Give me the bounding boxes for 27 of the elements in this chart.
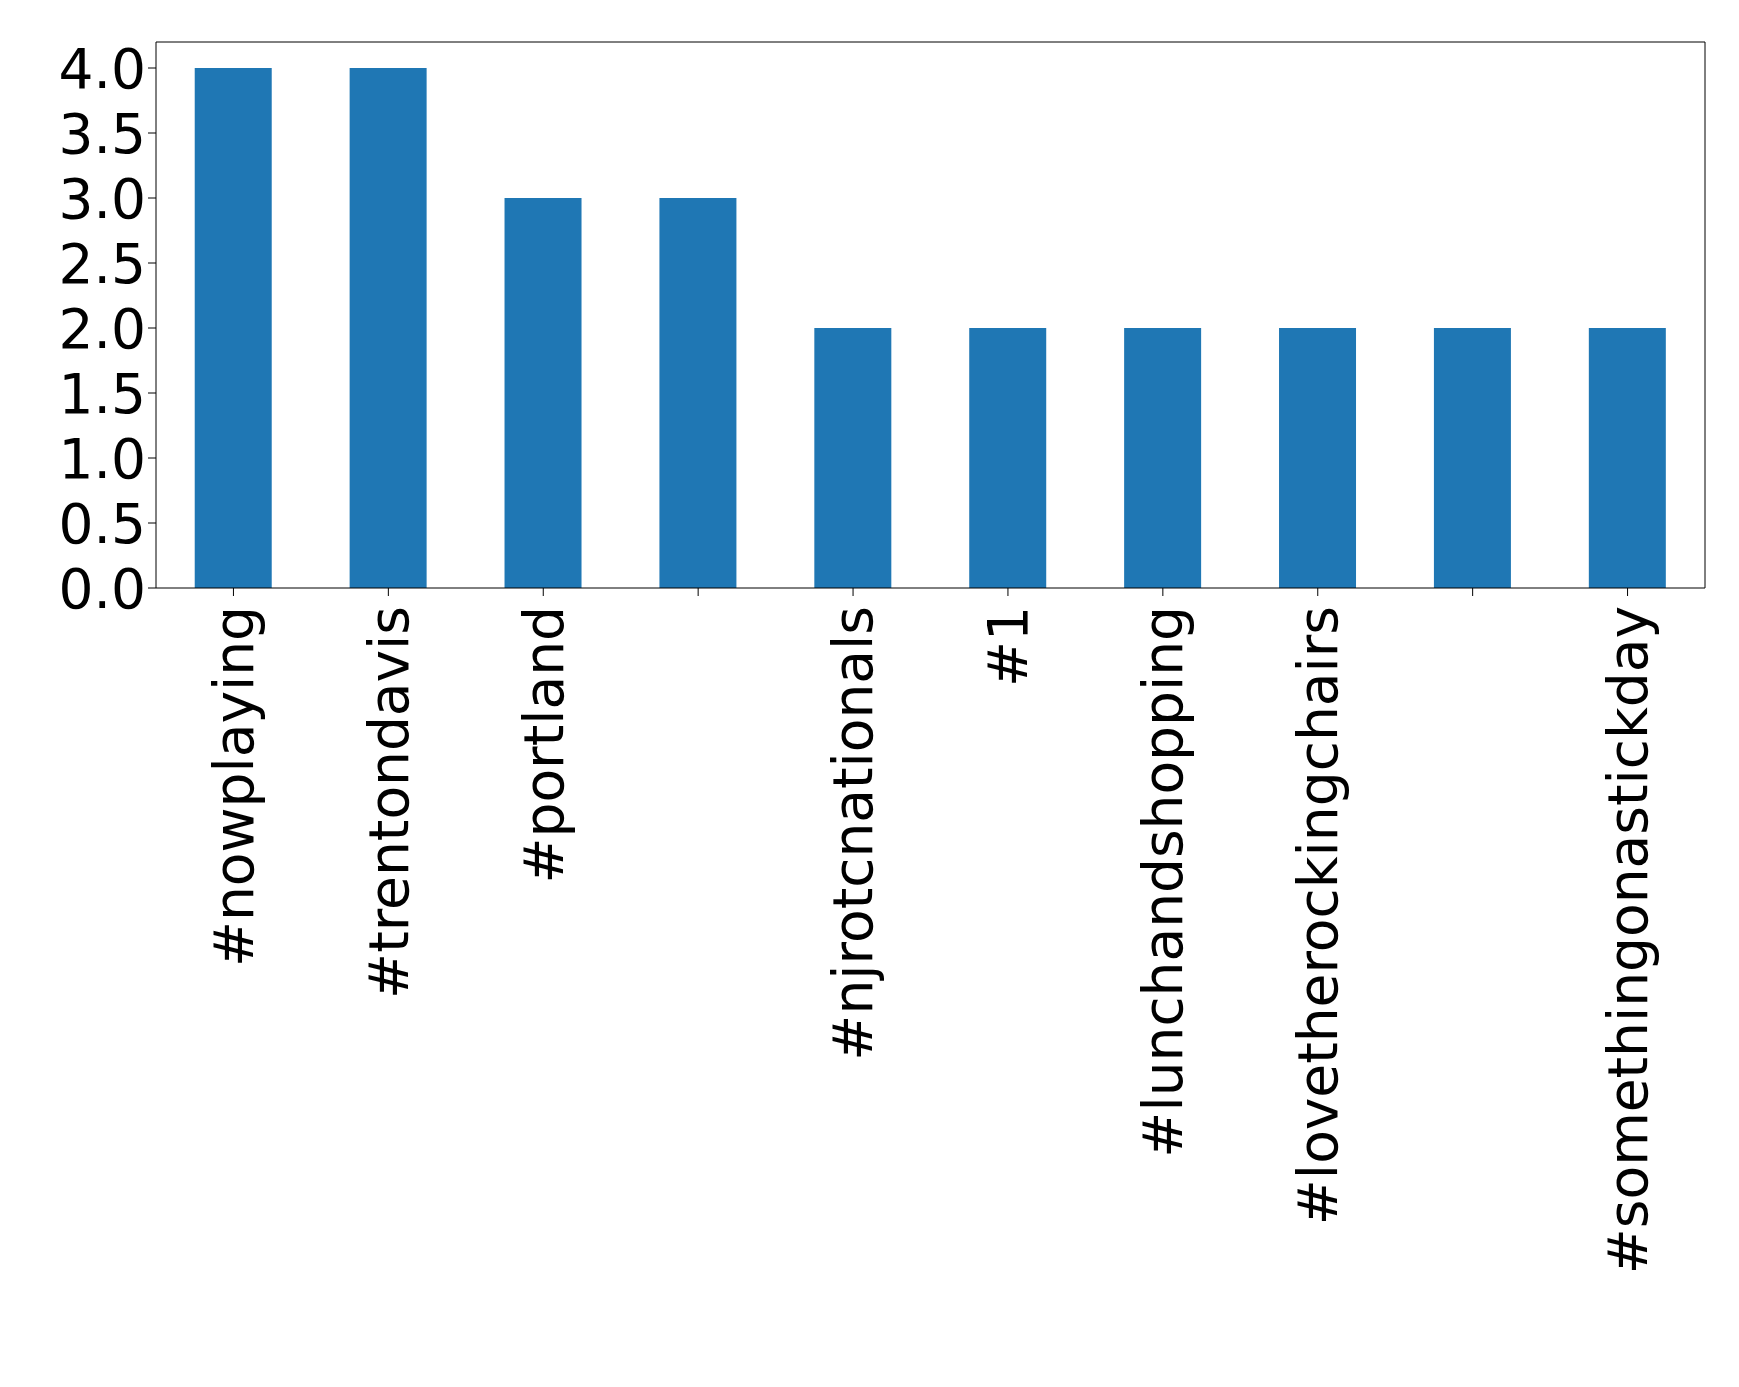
y-tick-label: 1.5 (58, 361, 146, 426)
y-tick-label: 3.5 (58, 101, 146, 166)
y-tick-label: 1.0 (58, 426, 146, 491)
y-tick-label: 0.0 (58, 556, 146, 621)
bar (1124, 328, 1202, 588)
bar (1433, 328, 1511, 588)
x-tick-label: #trentondavis (356, 606, 421, 999)
x-tick-label: #1 (976, 606, 1041, 688)
bar (504, 198, 582, 588)
bar (1588, 328, 1666, 588)
x-tick-label: #lovetherockingchairs (1286, 606, 1350, 1226)
bar (194, 68, 272, 588)
y-tick-label: 3.0 (58, 166, 146, 231)
bar (659, 198, 737, 588)
bar (349, 68, 427, 588)
bar (814, 328, 892, 588)
x-tick-label: #somethingonastickday (1595, 606, 1660, 1275)
y-tick-label: 2.5 (58, 231, 146, 296)
x-tick-label: #portland (511, 606, 576, 884)
x-tick-label: #njrotcnationals (821, 606, 886, 1061)
bar (969, 328, 1047, 588)
x-tick-label: #lunchandshopping (1131, 606, 1196, 1158)
y-tick-label: 4.0 (58, 36, 146, 101)
y-tick-label: 0.5 (58, 491, 146, 556)
x-tick-label: #nowplaying (201, 606, 266, 968)
y-tick-label: 2.0 (58, 296, 146, 361)
bar (1279, 328, 1357, 588)
